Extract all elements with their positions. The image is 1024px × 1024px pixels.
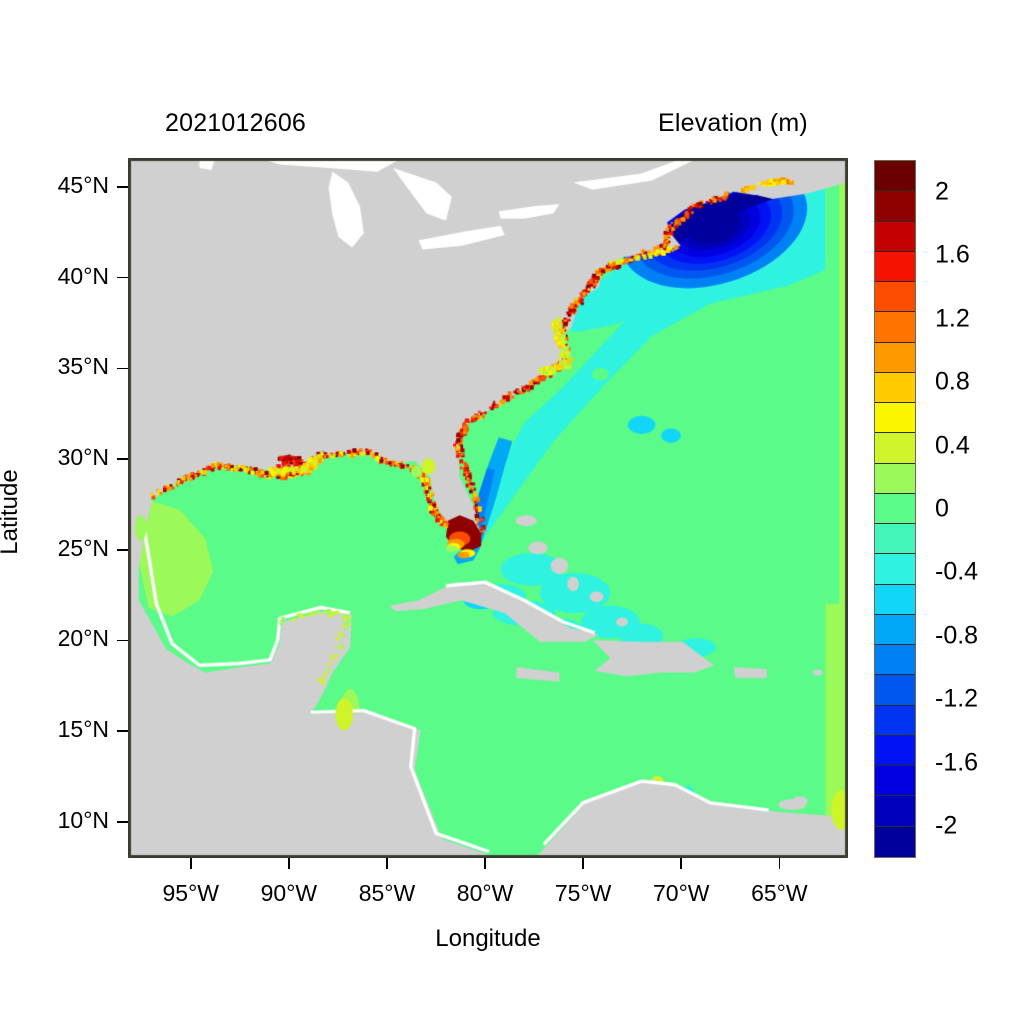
colorbar-band <box>875 191 915 222</box>
colorbar-title: Elevation (m) <box>658 109 808 137</box>
colorbar-tick-label: 2 <box>935 177 949 206</box>
colorbar-band <box>875 403 915 434</box>
colorbar-tick-label: 0 <box>935 494 949 523</box>
y-tick <box>117 820 128 823</box>
x-tick-label: 85°W <box>358 880 416 906</box>
colorbar-tick-label: 1.6 <box>935 240 970 269</box>
y-tick <box>117 730 128 732</box>
y-tick-label: 20°N <box>57 625 109 652</box>
y-tick <box>117 367 128 370</box>
y-tick-label: 25°N <box>57 534 109 561</box>
x-tick <box>582 858 584 869</box>
y-tick-label: 45°N <box>57 172 109 198</box>
colorbar <box>874 160 916 858</box>
y-tick <box>117 186 128 188</box>
colorbar-band <box>875 826 915 857</box>
colorbar-tick-label: 1.2 <box>935 304 970 333</box>
y-tick-label: 30°N <box>57 444 109 471</box>
colorbar-band <box>875 282 915 313</box>
x-tick-label: 80°W <box>456 880 514 906</box>
colorbar-band <box>875 766 915 797</box>
x-tick-label: 90°W <box>260 880 318 906</box>
x-tick-label: 95°W <box>162 880 220 906</box>
colorbar-band <box>875 372 915 403</box>
y-axis-label: Latitude <box>0 469 23 555</box>
x-tick <box>386 858 388 869</box>
colorbar-tick-label: -1.2 <box>935 684 979 713</box>
colorbar-tick-label: -0.8 <box>935 621 979 650</box>
colorbar-tick-label: -0.4 <box>935 557 979 586</box>
y-tick-label: 10°N <box>57 806 109 833</box>
colorbar-band <box>875 645 915 676</box>
map-plot-area <box>128 158 848 858</box>
colorbar-band <box>875 493 915 524</box>
colorbar-band <box>875 584 915 615</box>
colorbar-tick-label: -2 <box>935 811 958 840</box>
colorbar-band <box>875 433 915 464</box>
x-tick <box>680 858 683 869</box>
colorbar-band <box>875 524 915 555</box>
y-tick <box>117 548 128 551</box>
x-tick <box>778 858 781 869</box>
colorbar-band <box>875 161 915 192</box>
colorbar-band <box>875 705 915 736</box>
colorbar-band <box>875 221 915 252</box>
x-tick-label: 70°W <box>652 880 710 906</box>
x-tick <box>484 858 486 869</box>
colorbar-band <box>875 312 915 343</box>
colorbar-tick-label: 0.4 <box>935 431 970 460</box>
colorbar-band <box>875 675 915 706</box>
colorbar-band <box>875 463 915 494</box>
x-tick-label: 75°W <box>554 880 612 906</box>
colorbar-band <box>875 342 915 373</box>
colorbar-band <box>875 251 915 282</box>
colorbar-tick-label: 0.8 <box>935 367 970 396</box>
y-tick-label: 15°N <box>57 716 109 743</box>
colorbar-tick-label: -1.6 <box>935 748 979 777</box>
colorbar-band <box>875 614 915 645</box>
y-tick <box>117 458 128 460</box>
x-tick-label: 65°W <box>751 880 808 906</box>
x-tick <box>288 858 290 869</box>
elevation-heatmap <box>129 159 847 857</box>
colorbar-band <box>875 796 915 827</box>
colorbar-band <box>875 735 915 766</box>
x-tick <box>189 858 192 869</box>
y-tick-label: 40°N <box>57 262 109 289</box>
y-tick <box>117 639 128 642</box>
colorbar-band <box>875 554 915 585</box>
y-tick-label: 35°N <box>57 353 109 380</box>
x-axis-label: Longitude <box>435 925 541 952</box>
page-title: 2021012606 <box>165 109 307 137</box>
y-tick <box>117 276 128 279</box>
